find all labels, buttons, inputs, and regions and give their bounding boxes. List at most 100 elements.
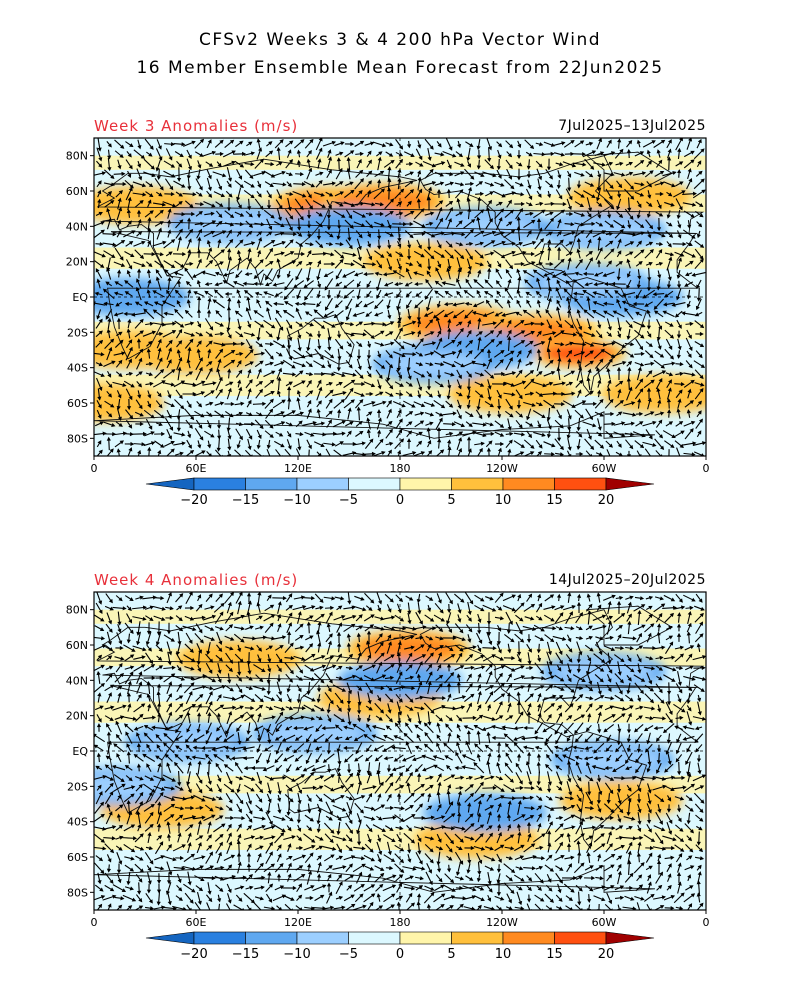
vector-arrowhead [448, 628, 453, 634]
vector-arrowhead [168, 339, 173, 345]
vector-arrowhead [566, 309, 572, 314]
vector-arrowhead [684, 272, 690, 277]
vector-arrowhead [131, 312, 136, 317]
vector-arrowhead [407, 620, 412, 625]
vector-arrowhead [289, 251, 295, 255]
vector-arrowhead [331, 372, 336, 377]
vector-arrowhead [677, 324, 682, 329]
vector-arrowhead [118, 597, 123, 602]
vector-arrowhead [181, 212, 186, 217]
vector-arrowhead [318, 212, 323, 217]
vector-arrowhead [237, 600, 242, 606]
vector-arrowhead [427, 439, 432, 445]
vector-arrowhead [247, 387, 252, 393]
vector-arrowhead [269, 408, 274, 413]
vector-arrowhead [452, 635, 457, 641]
vector-arrowhead [401, 353, 406, 358]
vector-arrowhead [651, 666, 656, 671]
vector-arrowhead [119, 153, 124, 158]
vector-arrowhead [477, 336, 482, 341]
vector-arrowhead [437, 330, 442, 335]
vector-arrowhead [289, 191, 294, 197]
vector-arrowhead [178, 163, 183, 168]
vector-arrowhead [304, 296, 309, 301]
vector-arrowhead [409, 180, 414, 185]
vector-arrowhead [284, 286, 289, 291]
vector-arrowhead [437, 263, 442, 269]
vector-arrowhead [699, 243, 705, 248]
vector-arrowhead [520, 192, 525, 197]
vector-arrowhead [677, 398, 682, 403]
vector-arrowhead [162, 240, 167, 245]
vector-arrowhead [234, 310, 240, 315]
vector-arrowhead [500, 231, 505, 236]
vector-arrowhead [668, 192, 673, 197]
vector-arrowhead [441, 161, 446, 166]
vector-arrowhead [596, 259, 602, 264]
vector-arrowhead [549, 211, 554, 216]
vector-arrowhead [508, 143, 514, 149]
vector-arrowhead [522, 250, 527, 255]
vector-arrowhead [547, 336, 553, 341]
vector-arrowhead [569, 341, 574, 346]
vector-arrowhead [327, 364, 332, 369]
vector-arrowhead [349, 387, 354, 392]
vector-arrowhead [106, 267, 111, 272]
vector-arrowhead [134, 301, 140, 306]
vector-arrowhead [208, 162, 214, 167]
vector-arrowhead [660, 411, 665, 416]
vector-arrowhead [258, 343, 264, 348]
vector-arrowhead [630, 342, 635, 347]
vector-arrowhead [189, 228, 194, 234]
anomaly-core [554, 216, 654, 243]
vector-arrowhead [416, 198, 421, 203]
vector-arrowhead [248, 230, 253, 235]
vector-arrowhead [460, 171, 465, 176]
vector-arrowhead [178, 356, 183, 362]
vector-arrowhead [340, 596, 345, 601]
vector-arrowhead [697, 410, 702, 415]
vector-arrowhead [358, 665, 363, 670]
vector-arrowhead [652, 442, 657, 448]
vector-arrowhead [192, 273, 197, 278]
vector-arrowhead [277, 623, 282, 628]
vector-arrowhead [438, 417, 443, 422]
vector-arrowhead [177, 667, 182, 672]
vector-arrowhead [368, 606, 373, 612]
vector-arrowhead [520, 319, 525, 324]
vector-arrowhead [680, 252, 685, 257]
vector-arrowhead [545, 309, 550, 314]
vector-arrowhead [227, 446, 232, 451]
vector-arrowhead [429, 362, 434, 367]
vector-arrowhead [158, 403, 163, 409]
vector-arrowhead [287, 631, 292, 636]
vector-arrowhead [418, 661, 423, 666]
vector-arrowhead [370, 614, 375, 619]
vector-arrowhead [228, 667, 233, 673]
vector-arrowhead [618, 624, 623, 629]
vector-arrowhead [582, 289, 587, 294]
vector-arrowhead [420, 373, 426, 378]
vector-arrowhead [507, 329, 512, 335]
vector-arrowhead [317, 642, 322, 647]
vector-arrowhead [479, 241, 485, 246]
vector-arrowhead [541, 209, 546, 214]
coastline [97, 612, 705, 741]
vector-arrowhead [579, 140, 585, 145]
vector-arrowhead [472, 645, 477, 650]
vector-arrowhead [637, 669, 642, 674]
vector-arrowhead [157, 347, 162, 352]
vector-arrowhead [509, 413, 514, 418]
vector-arrowhead [547, 297, 552, 302]
vector-arrowhead [463, 289, 469, 294]
lat-tick-label: 40N [66, 220, 88, 233]
vector-arrowhead [240, 341, 245, 346]
vector-arrowhead [561, 401, 566, 407]
vector-arrowhead [189, 648, 194, 653]
vector-arrowhead [338, 653, 342, 658]
vector-arrowhead [347, 342, 352, 348]
vector-arrowhead [176, 427, 182, 432]
vector-arrowhead [576, 427, 581, 432]
vector-arrowhead [318, 223, 323, 228]
vector-arrowhead [648, 202, 653, 207]
